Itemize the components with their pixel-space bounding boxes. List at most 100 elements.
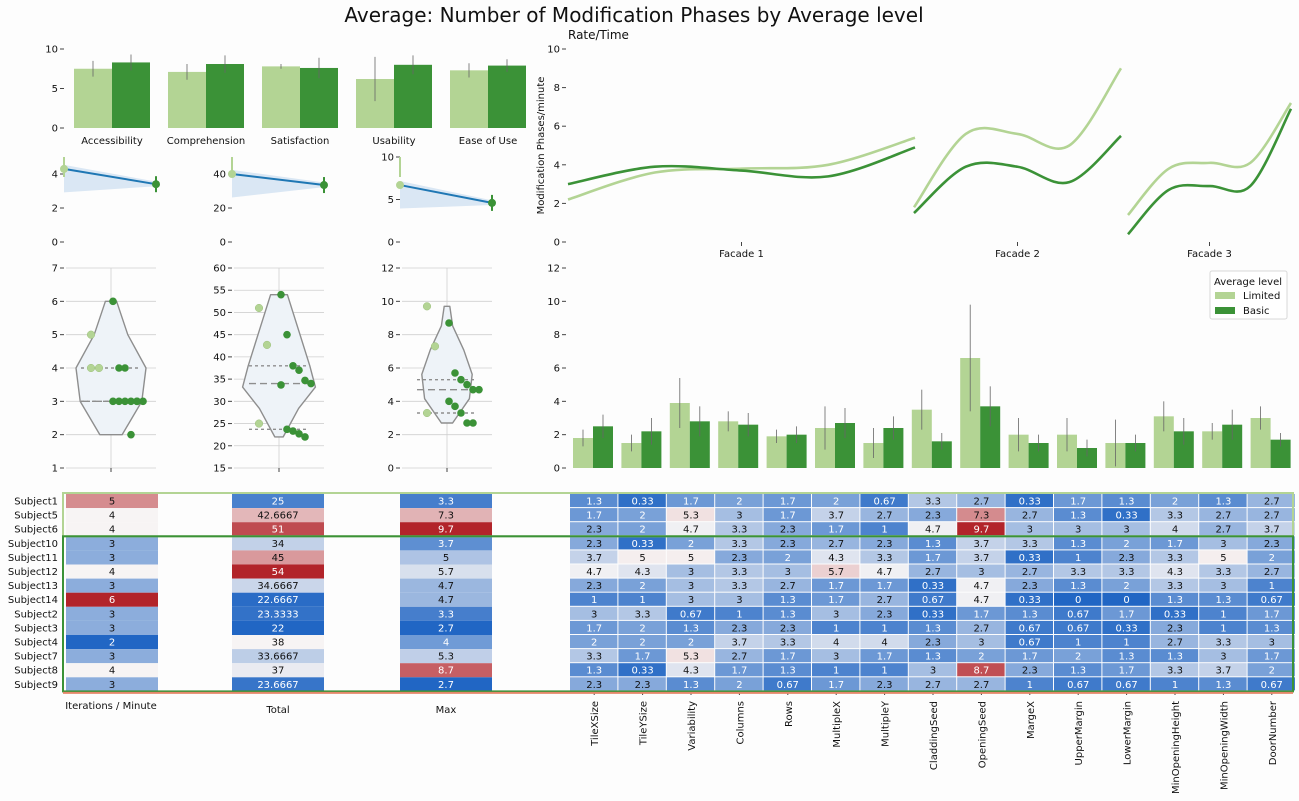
heatmap-cell <box>860 536 908 550</box>
param-column-label: Rows <box>784 701 795 727</box>
heatmap-cell <box>400 677 492 692</box>
cell-value: 1.7 <box>973 609 989 620</box>
heatmap-cell <box>1150 606 1199 620</box>
heatmap-cell <box>1102 635 1150 649</box>
heatmap-cell <box>908 578 957 592</box>
heatmap-cell <box>66 522 158 537</box>
regression-point-basic <box>488 198 496 207</box>
cell-value: 0.67 <box>1261 595 1283 606</box>
cell-value: 0.67 <box>1067 609 1089 620</box>
heatmap-cell <box>570 592 618 606</box>
cell-value: 1 <box>1075 553 1081 564</box>
cell-value: 2.7 <box>780 581 796 592</box>
cell-value: 2.7 <box>438 623 454 634</box>
bar-limited <box>573 438 593 468</box>
heatmap-cell <box>232 564 324 579</box>
params-y-tick-label: 10 <box>547 297 560 308</box>
cell-value: 2.7 <box>1022 511 1038 522</box>
cell-value: 1.3 <box>925 623 941 634</box>
cell-value: 2.7 <box>1264 511 1280 522</box>
cell-value: 45 <box>272 553 285 564</box>
legend: Average level Limited Basic <box>1209 270 1288 320</box>
cell-value: 1.7 <box>1264 609 1280 620</box>
regression-y-tick-label: 20 <box>213 204 226 215</box>
cell-value: 4 <box>109 511 115 522</box>
heatmap-cell <box>860 550 908 564</box>
cell-value: 1.3 <box>780 595 796 606</box>
cell-value: 37 <box>272 666 285 677</box>
heatmap-cell <box>1102 550 1150 564</box>
cell-value: 1.7 <box>780 652 796 663</box>
heatmap-cell <box>860 508 908 522</box>
heatmap-cell <box>715 620 763 634</box>
heatmap-cell <box>1199 550 1247 564</box>
cell-value: 2.7 <box>1215 511 1231 522</box>
cell-value: 1 <box>1269 581 1275 592</box>
cell-value: 1.7 <box>828 595 844 606</box>
heatmap-cell <box>570 494 618 508</box>
cell-value: 2 <box>833 497 839 508</box>
heatmap-cell <box>400 620 492 635</box>
violin-point-basic <box>109 397 117 406</box>
heatmap-cell <box>812 536 860 550</box>
heatmap-cell <box>1005 550 1053 564</box>
legend-title: Average level <box>1214 277 1282 288</box>
heatmap-cell <box>1150 635 1199 649</box>
violin-point-basic <box>469 385 477 394</box>
cell-value: 1.7 <box>1119 666 1135 677</box>
heatmap-cell <box>812 649 860 663</box>
ratings-bar-chart: 0 5 10 Accessibility Comprehension Satisfacti… <box>45 45 526 147</box>
cell-value: 3.3 <box>1167 666 1183 677</box>
bar-limited <box>718 421 739 468</box>
violin-point-limited <box>86 330 96 339</box>
rate-curve-limited <box>1127 102 1293 216</box>
cell-value: 4 <box>881 638 887 649</box>
heatmap-cell <box>570 508 618 522</box>
bar-limited <box>1153 416 1174 468</box>
cell-value: 4 <box>443 638 449 649</box>
row-label: Subject5 <box>14 511 58 522</box>
cell-value: 0.33 <box>1115 511 1137 522</box>
cell-value: 4.7 <box>925 525 941 536</box>
heatmap-cell <box>232 508 324 523</box>
bar-basic <box>1125 443 1146 468</box>
heatmap-cell <box>908 620 957 634</box>
heatmap-cell <box>763 677 811 691</box>
heatmap-cell <box>812 522 860 536</box>
cell-value: 2.7 <box>925 567 941 578</box>
violin-point-basic <box>307 379 315 388</box>
heatmap-cell <box>1054 649 1102 663</box>
heatmap-cell <box>66 564 158 579</box>
ratings-y-tick-label: 5 <box>52 84 58 95</box>
ratings-category-label: Comprehension <box>167 136 246 147</box>
cell-value: 0.33 <box>1019 553 1041 564</box>
regression-y-tick-label: 40 <box>213 170 226 181</box>
cell-value: 1.7 <box>683 497 699 508</box>
cell-value: 1.3 <box>1215 595 1231 606</box>
heatmap-cell <box>1054 536 1102 550</box>
heatmap-cell <box>1054 677 1102 691</box>
heatmap-cell <box>860 663 908 677</box>
heatmap-cell <box>570 606 618 620</box>
heatmap-cell <box>763 620 811 634</box>
rate-curve-basic <box>567 146 916 186</box>
violin-point-basic <box>133 397 141 406</box>
heatmap-cell <box>618 606 666 620</box>
cell-value: 22 <box>272 623 285 634</box>
column-label: Total <box>265 705 289 716</box>
bar-limited <box>766 436 787 468</box>
heatmap-cell <box>860 620 908 634</box>
violin-point-limited <box>422 408 432 418</box>
heatmap-cell <box>812 578 860 592</box>
heatmap-cell <box>1102 592 1150 606</box>
heatmap-cell <box>957 606 1005 620</box>
heatmap-cell <box>1150 564 1199 578</box>
cell-value: 9.7 <box>438 525 454 536</box>
cell-value: 4.3 <box>635 567 651 578</box>
cell-value: 3.3 <box>1167 511 1183 522</box>
heatmap-cell <box>1150 536 1199 550</box>
cell-value: 1.7 <box>586 623 602 634</box>
heatmap-cell <box>618 620 666 634</box>
column-label: Iterations / Minute <box>65 701 157 712</box>
heatmap-cell <box>715 564 763 578</box>
